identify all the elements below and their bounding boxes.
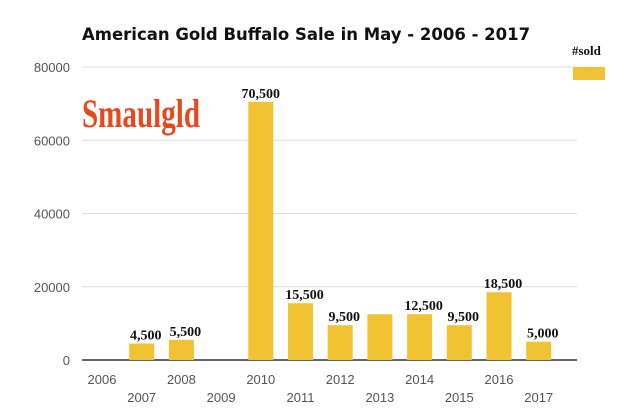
- legend-swatch: [573, 67, 605, 80]
- data-label: 9,500: [448, 310, 480, 325]
- x-tick-label: 2012: [326, 372, 355, 387]
- x-tick-label: 2011: [287, 390, 315, 405]
- x-tick-label: 2014: [405, 372, 434, 387]
- data-label: 15,500: [285, 288, 324, 303]
- x-tick-label: 2006: [88, 372, 117, 387]
- bar-2017: [526, 341, 552, 360]
- data-label: 9,500: [328, 310, 360, 325]
- bar-2014: [407, 314, 433, 360]
- x-tick-label: 2015: [445, 390, 474, 405]
- legend-label: #sold: [572, 43, 602, 58]
- y-tick-label: 40000: [34, 207, 70, 222]
- bar-2007: [129, 343, 155, 360]
- x-tick-label: 2013: [365, 390, 394, 405]
- bar-2016: [486, 292, 512, 360]
- data-label: 70,500: [242, 87, 281, 102]
- bar-2015: [446, 325, 472, 360]
- data-label: 5,500: [170, 325, 202, 340]
- bar-2010: [248, 101, 274, 360]
- x-tick-label: 2010: [246, 372, 275, 387]
- chart-title: American Gold Buffalo Sale in May - 2006…: [82, 25, 530, 44]
- y-tick-label: 20000: [34, 280, 70, 295]
- logo: Smaulgld: [82, 91, 200, 136]
- x-tick-label: 2016: [485, 372, 514, 387]
- bar-2008: [168, 339, 194, 360]
- data-label: 12,500: [404, 299, 443, 314]
- x-tick-label: 2007: [127, 390, 156, 405]
- data-label: 18,500: [484, 277, 523, 292]
- x-tick-label: 2009: [207, 390, 236, 405]
- y-tick-label: 0: [63, 353, 70, 368]
- data-label: 4,500: [130, 329, 162, 344]
- bar-2013: [367, 314, 393, 360]
- data-label: 5,000: [527, 327, 559, 342]
- bar-2012: [327, 325, 353, 360]
- x-tick-label: 2017: [524, 390, 553, 405]
- y-tick-label: 60000: [34, 133, 70, 148]
- x-tick-label: 2008: [167, 372, 196, 387]
- y-tick-label: 80000: [34, 60, 70, 75]
- bar-2011: [288, 303, 313, 360]
